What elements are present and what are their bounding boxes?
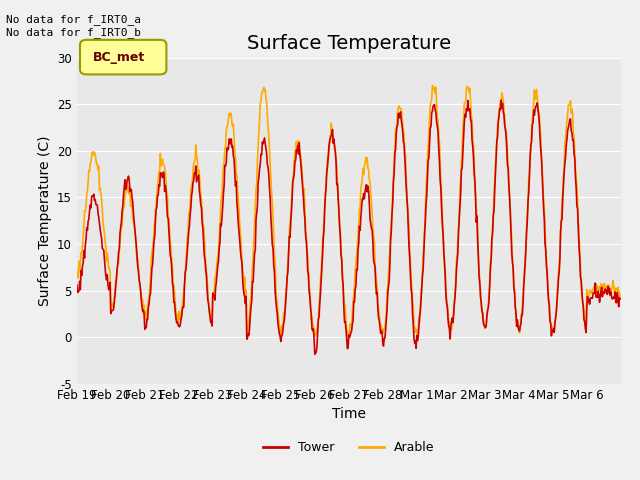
Legend: Tower, Arable: Tower, Arable	[258, 436, 440, 459]
Text: BC_met: BC_met	[93, 50, 145, 64]
Text: No data for f_IRT0_a
No data for f_IRT0_b: No data for f_IRT0_a No data for f_IRT0_…	[6, 14, 141, 38]
Title: Surface Temperature: Surface Temperature	[247, 34, 451, 53]
X-axis label: Time: Time	[332, 408, 366, 421]
Y-axis label: Surface Temperature (C): Surface Temperature (C)	[38, 135, 51, 306]
